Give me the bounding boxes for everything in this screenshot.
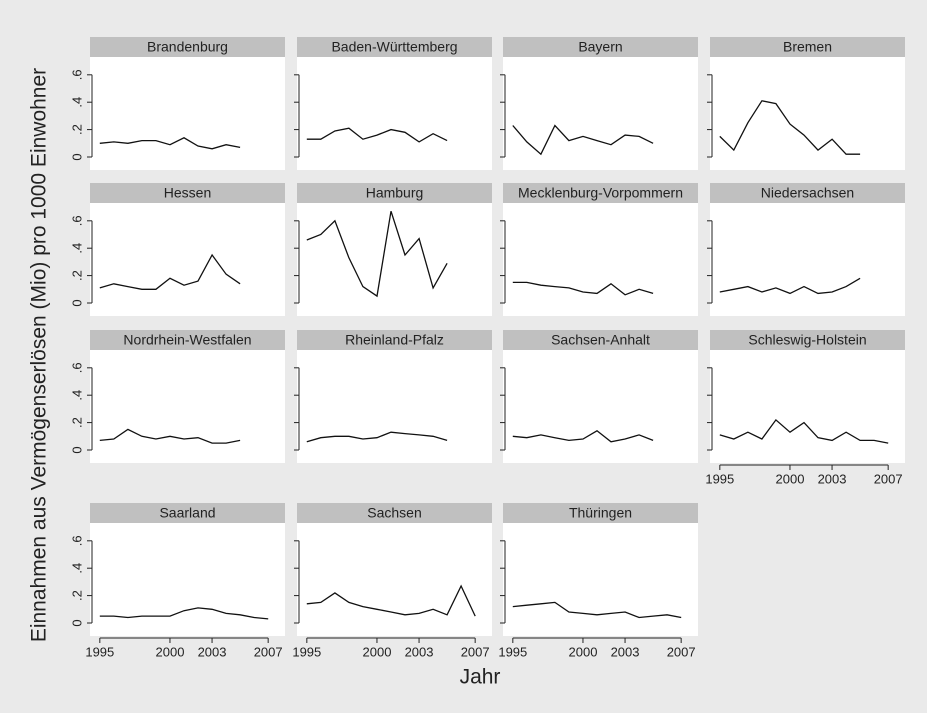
y-tick-label: .2: [69, 124, 84, 135]
panel-title: Thüringen: [569, 505, 632, 521]
plot-area: [297, 350, 492, 463]
y-tick-label: 0: [69, 619, 84, 626]
line: [719, 418, 889, 444]
y-tick-label: .6: [69, 69, 84, 80]
line: [512, 430, 654, 443]
x-tick-label: 2007: [461, 644, 490, 659]
line: [306, 584, 476, 617]
y-tick-label: .2: [69, 270, 84, 281]
line: [719, 277, 861, 295]
line: [99, 607, 269, 620]
panel-header: [90, 37, 285, 57]
panel-title: Mecklenburg-Vorpommern: [518, 185, 683, 201]
x-tick-label: 2000: [569, 644, 598, 659]
plot-area: [503, 350, 698, 463]
x-tick-label: 1995: [705, 471, 734, 486]
panel-title: Schleswig-Holstein: [748, 332, 866, 348]
panel-header: [503, 37, 698, 57]
plot-area: [710, 57, 905, 170]
line: [306, 431, 448, 443]
y-tick-label: .4: [69, 390, 84, 401]
x-tick-label: 2000: [363, 644, 392, 659]
panel-header: [90, 503, 285, 523]
line: [719, 100, 861, 155]
panel-header: [710, 330, 905, 350]
panel-title: Bremen: [783, 39, 832, 55]
plot-area: [90, 523, 285, 636]
line: [512, 124, 654, 156]
x-axis-title: Jahr: [460, 666, 501, 689]
plot-area: [297, 523, 492, 636]
x-tick-label: 2007: [874, 471, 903, 486]
y-tick-label: 0: [69, 446, 84, 453]
plot-area: [710, 350, 905, 463]
panel-header: [297, 330, 492, 350]
y-axis-title: Einnahmen aus Vermögenserlösen (Mio) pro…: [28, 68, 51, 642]
x-tick-label: 2003: [198, 644, 227, 659]
line: [512, 281, 654, 296]
x-tick-label: 1995: [292, 644, 321, 659]
plot-area: [710, 203, 905, 316]
line: [512, 601, 682, 619]
panel-title: Nordrhein-Westfalen: [123, 332, 251, 348]
panel-title: Niedersachsen: [761, 185, 854, 201]
panel-title: Sachsen-Anhalt: [551, 332, 650, 348]
panel-header: [297, 183, 492, 203]
plot-area: [90, 350, 285, 463]
panel-title: Sachsen: [367, 505, 421, 521]
panel-header: [503, 183, 698, 203]
plot-area: [297, 57, 492, 170]
plot-area: [90, 203, 285, 316]
x-tick-label: 2003: [611, 644, 640, 659]
line: [99, 428, 241, 444]
panel-header: [503, 330, 698, 350]
line: [306, 127, 448, 143]
panel-header: [503, 503, 698, 523]
line: [99, 253, 241, 290]
panel-title: Rheinland-Pfalz: [345, 332, 444, 348]
y-tick-label: .2: [69, 417, 84, 428]
line: [99, 137, 241, 150]
x-tick-label: 2003: [818, 471, 847, 486]
x-tick-label: 1995: [85, 644, 114, 659]
x-tick-label: 2003: [405, 644, 434, 659]
panel-header: [710, 37, 905, 57]
y-tick-label: .4: [69, 563, 84, 574]
x-tick-label: 2007: [254, 644, 283, 659]
x-tick-label: 2000: [156, 644, 185, 659]
y-tick-label: .4: [69, 243, 84, 254]
panel-title: Brandenburg: [147, 39, 228, 55]
panel-title: Hamburg: [366, 185, 424, 201]
y-tick-label: .6: [69, 362, 84, 373]
x-tick-label: 1995: [498, 644, 527, 659]
plot-area: [503, 523, 698, 636]
panel-header: [297, 503, 492, 523]
panel-title: Hessen: [164, 185, 211, 201]
y-tick-label: .6: [69, 535, 84, 546]
plot-area: [503, 203, 698, 316]
line: [306, 211, 448, 298]
y-tick-label: 0: [69, 299, 84, 306]
panel-title: Baden-Württemberg: [331, 39, 457, 55]
x-tick-label: 2007: [667, 644, 696, 659]
panel-header: [90, 330, 285, 350]
y-tick-label: .4: [69, 97, 84, 108]
plot-area: [503, 57, 698, 170]
panel-header: [90, 183, 285, 203]
panel-header: [710, 183, 905, 203]
x-tick-label: 2000: [776, 471, 805, 486]
y-tick-label: .6: [69, 215, 84, 226]
panel-header: [297, 37, 492, 57]
plot-area: [297, 203, 492, 316]
panel-title: Bayern: [578, 39, 622, 55]
plot-area: [90, 57, 285, 170]
y-tick-label: 0: [69, 153, 84, 160]
panel-title: Saarland: [159, 505, 215, 521]
y-tick-label: .2: [69, 590, 84, 601]
